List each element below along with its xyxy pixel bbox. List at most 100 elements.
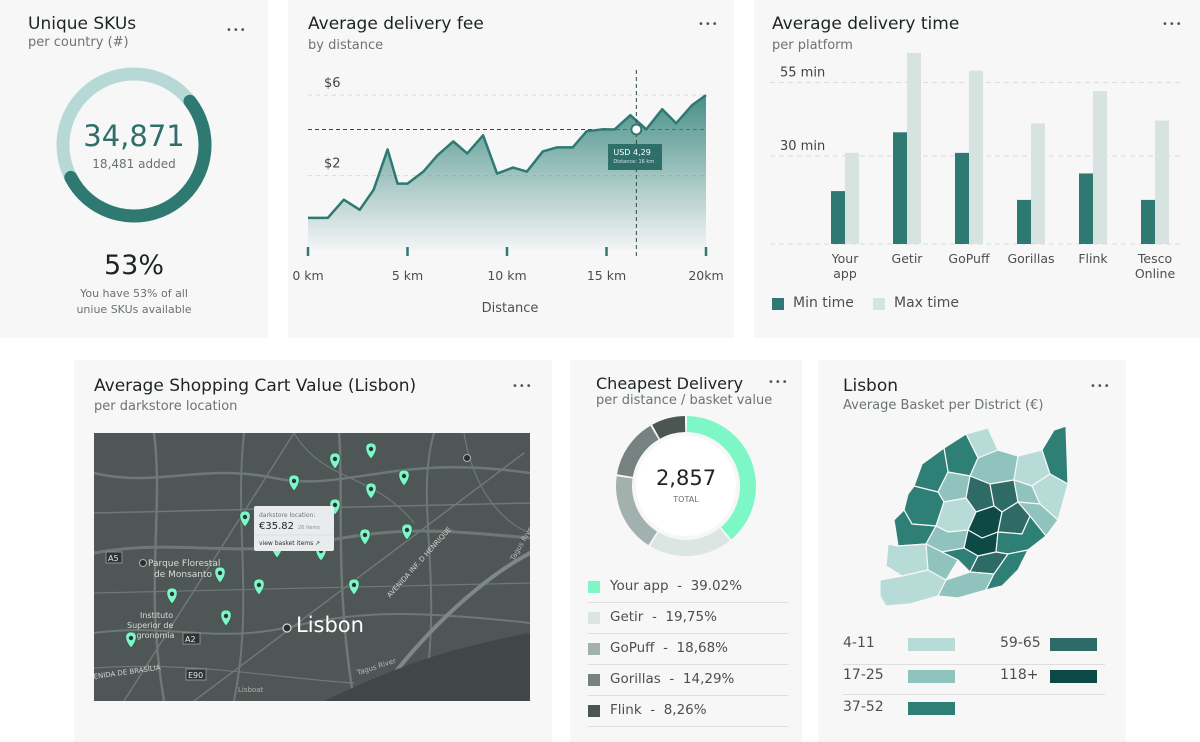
- bar-min: [1017, 199, 1031, 244]
- road-badge: [185, 668, 207, 681]
- donut-total-label: TOTAL: [673, 495, 699, 504]
- district-region[interactable]: [925, 542, 959, 581]
- donut-center: [636, 436, 736, 536]
- map-place-label: Agronomia: [131, 631, 175, 640]
- district-legend-swatch: [908, 670, 955, 683]
- category-label: Tesco: [1137, 251, 1172, 266]
- district-region[interactable]: [984, 549, 1030, 591]
- skus-ring-progress: [56, 67, 212, 223]
- highlight-point: [630, 123, 643, 136]
- more-options-icon[interactable]: •••: [698, 19, 719, 30]
- legend-divider: [843, 664, 1105, 665]
- district-legend: 4-11 17-25 37-52 59-65 118+: [818, 625, 1126, 740]
- legend-name: Your app: [610, 578, 669, 594]
- district-legend-label: 4-11: [843, 635, 875, 651]
- x-axis-label: Distance: [482, 301, 539, 316]
- card-title: Average delivery fee: [308, 14, 484, 34]
- bar-max: [845, 152, 859, 244]
- map-water: [324, 633, 530, 701]
- skus-desc-line2: uniue SKUs available: [76, 303, 192, 316]
- legend-value: 8,26%: [663, 702, 707, 718]
- popup-items: 26 items: [298, 525, 320, 531]
- more-options-icon[interactable]: •••: [512, 381, 533, 392]
- map-place-label: Superior de: [127, 621, 173, 630]
- map-pin-dot: [223, 613, 229, 619]
- more-options-icon[interactable]: •••: [768, 377, 789, 388]
- legend-separator: -: [643, 609, 666, 625]
- legend-item: Gorillas - 14,29%: [588, 665, 788, 696]
- more-options-icon[interactable]: •••: [1162, 19, 1183, 30]
- category-label: GoPuff: [948, 251, 990, 266]
- x-tick-label: 20km: [688, 268, 723, 283]
- darkstore-popup[interactable]: darkstore location: €35.82 26 items view…: [254, 506, 334, 551]
- legend-label: Getir - 19,75%: [610, 609, 717, 625]
- bar-min: [831, 191, 845, 244]
- card-title: Unique SKUs: [28, 14, 137, 34]
- road-badge-label: E90: [188, 671, 203, 680]
- map-road-label: Lisboat: [238, 686, 264, 694]
- district-region[interactable]: [1016, 501, 1059, 537]
- map-pin-dot: [351, 582, 357, 588]
- map-pin-dot: [291, 478, 297, 484]
- legend-max-swatch: [873, 298, 885, 310]
- district-region[interactable]: [1031, 473, 1069, 522]
- bar-min: [893, 132, 907, 244]
- park-icon: [139, 559, 147, 567]
- x-tick-label: 5 km: [392, 268, 423, 283]
- legend-swatch: [588, 581, 600, 593]
- lisbon-district-map[interactable]: [818, 420, 1126, 620]
- donut-slice: [616, 476, 658, 546]
- legend-divider: [843, 694, 1105, 695]
- map-pin-dot: [401, 473, 407, 479]
- donut-total: 2,857: [655, 466, 717, 490]
- bar-max: [969, 70, 983, 244]
- bar-min: [1141, 199, 1155, 244]
- legend-swatch: [588, 674, 600, 686]
- legend-value: 18,68%: [676, 640, 729, 656]
- district-legend-label: 59-65: [1000, 635, 1041, 651]
- donut-slice: [652, 416, 686, 439]
- card-subtitle: per country (#): [28, 35, 129, 50]
- card-cheapest-delivery: Cheapest Delivery per distance / basket …: [570, 360, 802, 742]
- card-title: Average delivery time: [772, 14, 960, 34]
- legend-value: 14,29%: [682, 671, 735, 687]
- delivery-fee-chart: $2 $6 0 km 5 km 10 km 15 km 20km Distance: [292, 70, 724, 316]
- popup-link[interactable]: view basket items ↗: [259, 540, 320, 547]
- district-legend-swatch: [908, 638, 955, 651]
- card-delivery-fee: Average delivery fee by distance ••• $2 $…: [288, 0, 734, 338]
- cheapest-legend: Your app - 39.02% Getir - 19,75% GoPuff - …: [588, 572, 788, 737]
- district-region[interactable]: [879, 569, 947, 607]
- legend-separator: -: [668, 578, 691, 594]
- more-options-icon[interactable]: •••: [1090, 381, 1111, 392]
- district-legend-swatch: [1050, 670, 1097, 683]
- skus-ring: [56, 67, 212, 223]
- darkstore-map[interactable]: Parque Florestal de Monsanto Instituto S…: [94, 433, 530, 701]
- district-legend-label: 17-25: [843, 667, 884, 683]
- fee-area: [308, 95, 706, 250]
- legend-separator: -: [641, 702, 664, 718]
- legend-item: Flink - 8,26%: [588, 696, 788, 727]
- fee-tooltip: USD 4,29 Distance: 16 km: [608, 144, 663, 170]
- map-pin-dot: [242, 514, 248, 520]
- more-options-icon[interactable]: •••: [226, 25, 247, 36]
- legend-item: Getir - 19,75%: [588, 603, 788, 634]
- legend-name: Flink: [610, 702, 642, 718]
- map-pin-dot: [362, 532, 368, 538]
- map-pin-dot: [217, 570, 223, 576]
- map-pin-dot: [256, 582, 262, 588]
- skus-desc-line1: You have 53% of all: [80, 287, 188, 300]
- category-label: app: [833, 266, 857, 281]
- card-subtitle: per distance / basket value: [596, 393, 773, 408]
- city-marker-icon: [282, 623, 292, 633]
- map-road-label: AVENIDA INF. D HENRIQUE: [386, 525, 454, 599]
- tooltip-sub: Distance: 16 km: [613, 159, 655, 165]
- x-tick-label: 15 km: [587, 268, 626, 283]
- skus-added: 18,481 added: [92, 157, 176, 171]
- bar-max: [1031, 123, 1045, 244]
- card-subtitle: by distance: [308, 38, 384, 53]
- road-badge-label: A5: [108, 554, 119, 563]
- x-tick-label: 0 km: [292, 268, 323, 283]
- category-label: Gorillas: [1007, 251, 1054, 266]
- card-delivery-time: Average delivery time per platform ••• 3…: [754, 0, 1200, 338]
